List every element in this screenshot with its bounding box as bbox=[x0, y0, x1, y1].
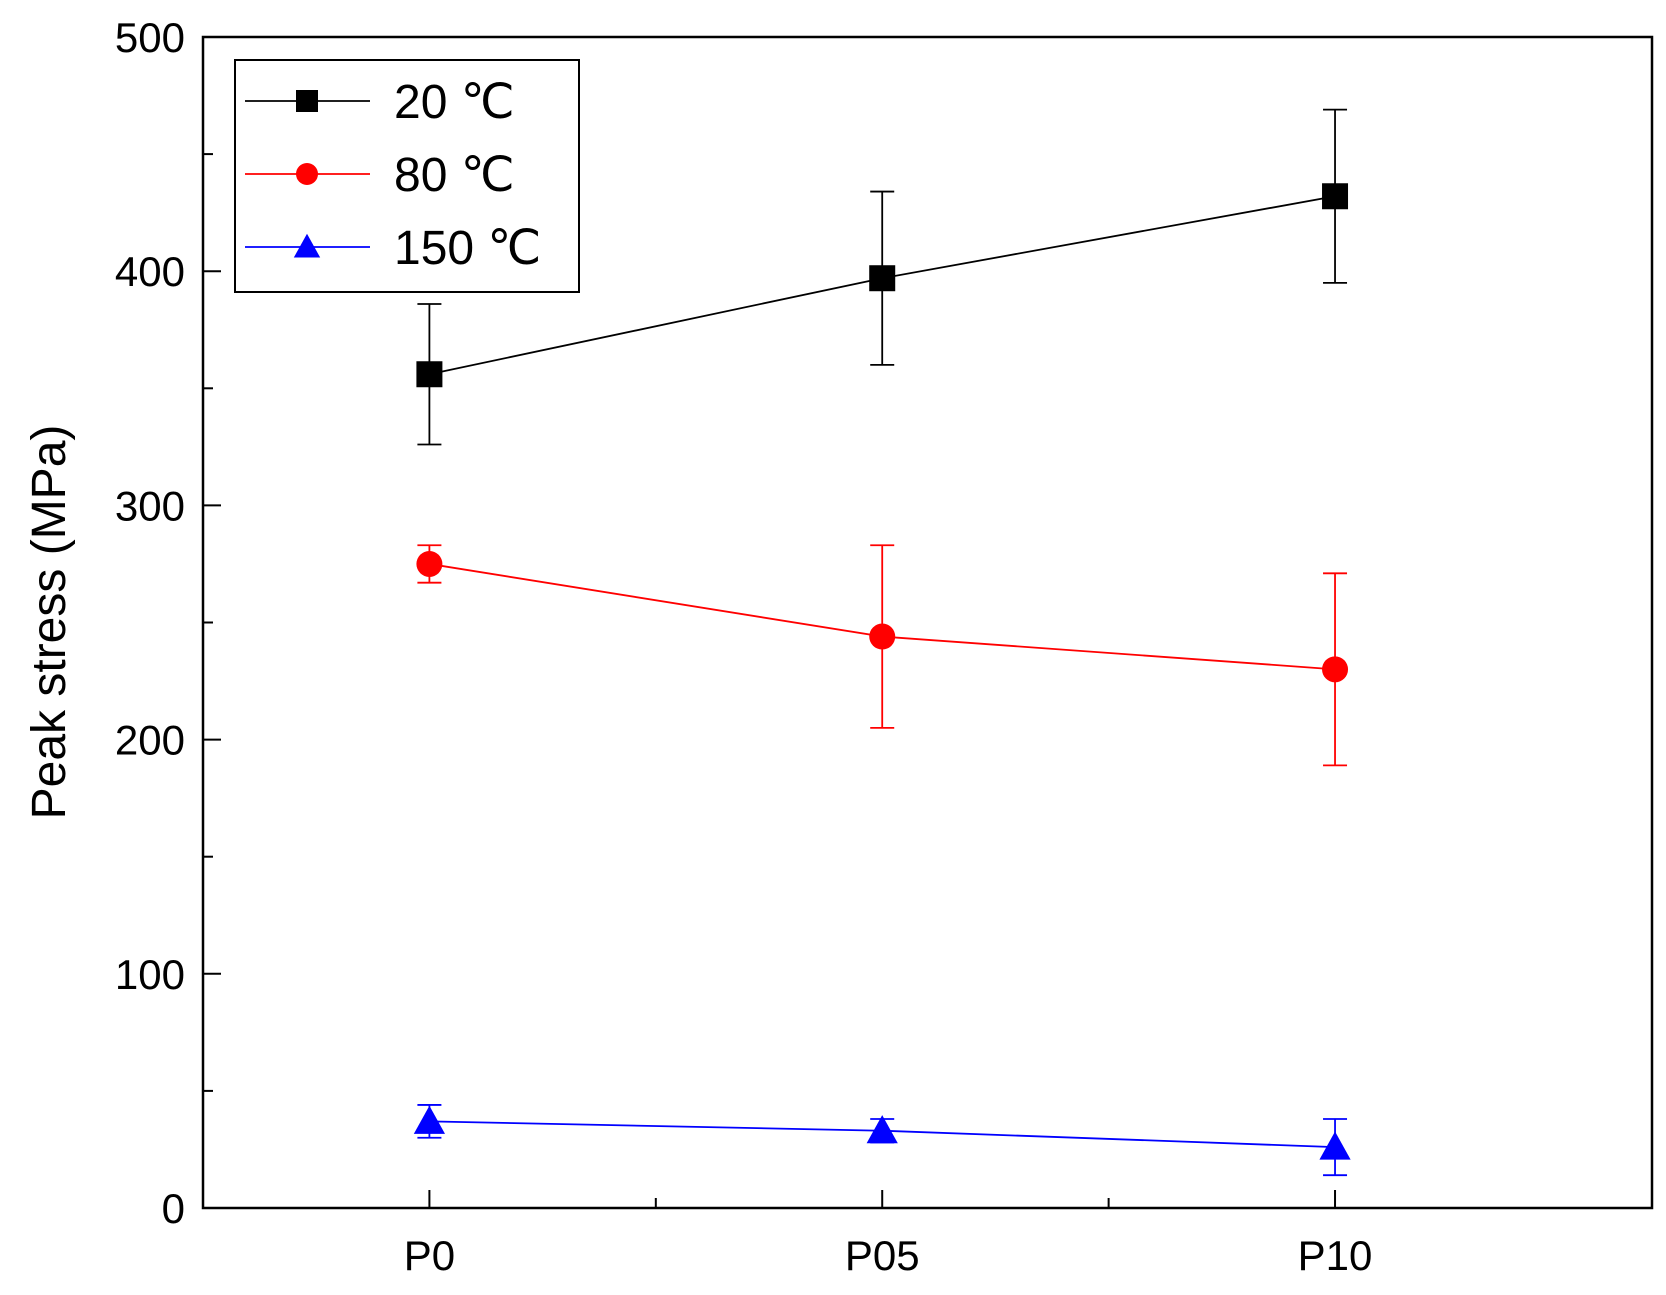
y-tick-label: 500 bbox=[115, 14, 185, 61]
legend-box bbox=[234, 59, 580, 293]
legend-entry-0: 20 ℃ bbox=[245, 76, 515, 129]
y-tick-label: 400 bbox=[115, 248, 185, 295]
legend: 20 ℃ 80 ℃ 150 ℃ bbox=[234, 59, 580, 293]
legend-marker bbox=[296, 90, 318, 112]
series-0 bbox=[416, 108, 1349, 446]
legend-entry-2: 150 ℃ bbox=[245, 222, 541, 275]
data-point bbox=[1322, 183, 1349, 210]
series-layer bbox=[413, 108, 1351, 1177]
x-tick-label: P10 bbox=[1298, 1232, 1373, 1279]
legend-entry-1: 80 ℃ bbox=[245, 149, 515, 202]
x-tick-label: P0 bbox=[404, 1232, 455, 1279]
y-tick-label: 200 bbox=[115, 717, 185, 764]
x-tick-label: P05 bbox=[845, 1232, 920, 1279]
data-point bbox=[869, 265, 896, 292]
legend-marker bbox=[293, 233, 321, 258]
x-axis: P0 P05 P10 bbox=[404, 1190, 1373, 1279]
data-point bbox=[1319, 1131, 1351, 1160]
y-tick-label: 0 bbox=[162, 1185, 185, 1232]
data-point bbox=[416, 361, 443, 388]
data-point bbox=[866, 1115, 898, 1144]
y-axis: 0 100 200 300 400 500 bbox=[115, 14, 221, 1232]
data-point bbox=[413, 1105, 446, 1134]
legend-label: 150 ℃ bbox=[394, 222, 541, 275]
series-2 bbox=[413, 1104, 1351, 1177]
y-axis-title: Peak stress (MPa) bbox=[23, 425, 76, 820]
data-point bbox=[416, 550, 443, 577]
data-point bbox=[1322, 656, 1349, 683]
legend-label: 80 ℃ bbox=[394, 149, 515, 202]
data-point bbox=[869, 623, 896, 650]
legend-marker bbox=[296, 163, 318, 185]
series-1 bbox=[416, 544, 1349, 767]
y-tick-label: 300 bbox=[115, 482, 185, 529]
y-tick-label: 100 bbox=[115, 951, 185, 998]
legend-label: 20 ℃ bbox=[394, 76, 515, 129]
